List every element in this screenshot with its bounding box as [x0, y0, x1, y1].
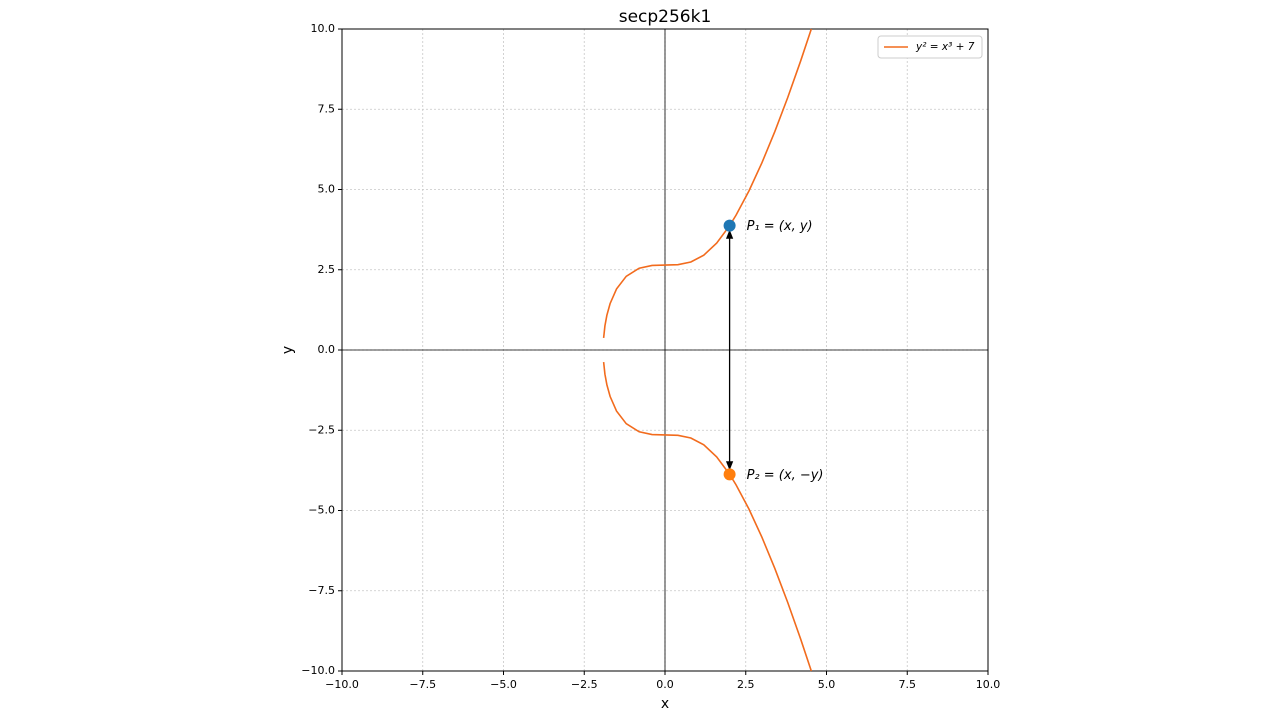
x-tick-label: −2.5	[571, 678, 598, 691]
x-tick-label: 10.0	[976, 678, 1001, 691]
y-tick-label: −5.0	[308, 504, 335, 517]
x-tick-label: 0.0	[656, 678, 674, 691]
point-label: P₁ = (x, y)	[747, 219, 813, 234]
y-tick-label: −2.5	[308, 423, 335, 436]
legend-label: y² = x³ + 7	[915, 41, 975, 53]
y-axis-label: y	[280, 346, 296, 354]
point	[723, 468, 736, 481]
y-tick-label: 0.0	[318, 343, 336, 356]
y-tick-label: 10.0	[311, 22, 336, 35]
chart-title: secp256k1	[619, 7, 712, 27]
y-tick-label: −10.0	[301, 664, 335, 677]
x-tick-label: 5.0	[818, 678, 836, 691]
y-tick-label: 2.5	[318, 263, 336, 276]
curve	[602, 28, 813, 672]
x-axis-label: x	[661, 696, 669, 712]
legend-box	[877, 35, 983, 59]
point	[723, 219, 736, 232]
y-tick-label: 5.0	[318, 183, 336, 196]
x-tick-label: −5.0	[490, 678, 517, 691]
plot-frame	[341, 28, 989, 672]
y-tick-label: −7.5	[308, 584, 335, 597]
point-label: P₂ = (x, −y)	[747, 468, 824, 483]
x-tick-label: −10.0	[325, 678, 359, 691]
x-tick-label: −7.5	[409, 678, 436, 691]
y-tick-label: 7.5	[318, 102, 336, 115]
x-tick-label: 7.5	[899, 678, 917, 691]
x-tick-label: 2.5	[737, 678, 755, 691]
